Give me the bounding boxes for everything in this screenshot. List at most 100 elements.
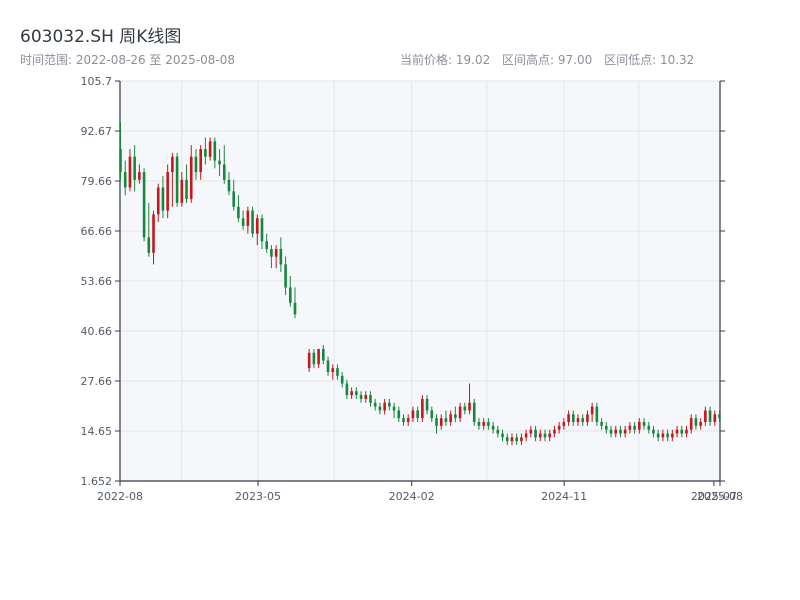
candle-body: [312, 352, 316, 365]
candle-body: [260, 218, 264, 242]
candle-body: [586, 414, 589, 422]
x-tick-label: 2024-11: [541, 490, 587, 503]
candle-body: [171, 156, 174, 173]
candle-body: [699, 421, 702, 426]
candle-body: [392, 406, 396, 411]
candle-body: [501, 433, 504, 438]
candle-body: [534, 429, 537, 438]
candle-body: [704, 410, 707, 422]
candle-body: [557, 425, 561, 430]
candle-body: [468, 402, 471, 411]
candle-body: [543, 433, 547, 438]
candle-body: [373, 402, 377, 407]
candle-body: [284, 264, 287, 288]
candle-body: [293, 302, 297, 315]
candle-body: [119, 149, 122, 173]
candle-body: [331, 368, 335, 373]
candle-body: [472, 402, 476, 422]
x-tick-label: 2024-02: [389, 490, 435, 503]
price-stats: 当前价格: 19.02 区间高点: 97.00 区间低点: 10.32: [400, 51, 702, 68]
candle-body: [189, 156, 193, 200]
candle-body: [265, 241, 269, 249]
candle-body: [128, 156, 132, 188]
candle-body: [581, 418, 585, 422]
candle-body: [336, 368, 339, 376]
candle-body: [425, 398, 429, 411]
y-tick-label: 105.7: [81, 75, 113, 88]
candle-body: [430, 410, 434, 419]
chart-title: 603032.SH 周K线图: [20, 27, 182, 47]
candle-body: [435, 418, 438, 426]
candle-body: [496, 429, 500, 434]
candle-body: [350, 391, 353, 396]
candle-body: [487, 421, 490, 426]
candle-body: [237, 206, 240, 219]
candle-body: [166, 172, 169, 211]
candle-body: [246, 210, 250, 226]
candle-body: [571, 414, 575, 422]
candle-body: [307, 352, 311, 369]
current-price-text: 当前价格: 19.02: [400, 53, 491, 67]
candle-body: [147, 237, 151, 253]
candle-body: [185, 179, 188, 200]
candle-body: [123, 172, 127, 188]
candle-body: [689, 418, 693, 430]
candle-body: [204, 149, 207, 157]
candle-body: [614, 429, 618, 434]
candle-body: [439, 418, 443, 426]
candle-body: [633, 425, 636, 430]
x-tick-label: 2022-08: [97, 490, 143, 503]
candle-body: [553, 429, 556, 434]
candle-body: [397, 410, 401, 419]
candle-body: [222, 164, 226, 180]
candle-body: [218, 160, 221, 165]
y-tick-label: 79.66: [81, 175, 113, 188]
candle-body: [369, 395, 372, 403]
range-low-text: 区间低点: 10.32: [604, 53, 695, 67]
y-tick-label: 27.66: [81, 375, 113, 388]
candle-body: [416, 410, 419, 419]
candle-body: [647, 425, 651, 430]
candle-body: [623, 429, 627, 434]
candle-body: [661, 433, 665, 438]
candle-body: [449, 414, 452, 422]
candle-body: [383, 402, 386, 411]
candle-body: [411, 410, 415, 419]
candle-body: [600, 421, 603, 426]
candle-body: [477, 421, 481, 426]
candle-body: [520, 437, 523, 442]
candle-body: [524, 433, 528, 438]
candle-body: [274, 248, 278, 257]
y-tick-label: 53.66: [81, 275, 113, 288]
candle-body: [595, 406, 599, 422]
candle-body: [208, 141, 212, 157]
x-tick-label: 2025-08: [697, 490, 743, 503]
candle-body: [251, 210, 254, 234]
candle-body: [454, 414, 457, 419]
candle-body: [605, 425, 608, 430]
candle-body: [421, 398, 424, 419]
candle-body: [458, 406, 462, 419]
candle-body: [340, 375, 344, 384]
y-tick-label: 1.652: [81, 475, 113, 488]
y-tick-label: 92.67: [81, 125, 113, 138]
candle-body: [355, 391, 358, 396]
candle-body: [567, 414, 570, 422]
candle-body: [326, 360, 330, 373]
x-tick-label: 2023-05: [235, 490, 281, 503]
candle-body: [718, 414, 721, 419]
candle-body: [482, 421, 485, 426]
candle-body: [270, 248, 273, 257]
candle-body: [194, 156, 198, 173]
candle-body: [402, 418, 405, 422]
range-high-text: 区间高点: 97.00: [502, 53, 593, 67]
candle-body: [694, 418, 698, 426]
candle-body: [279, 248, 283, 265]
candle-body: [505, 437, 509, 442]
candle-body: [288, 287, 292, 303]
candle-body: [619, 429, 622, 434]
candle-body: [491, 425, 495, 430]
candle-body: [642, 421, 646, 426]
candle-body: [656, 433, 660, 438]
candle-body: [364, 395, 368, 399]
